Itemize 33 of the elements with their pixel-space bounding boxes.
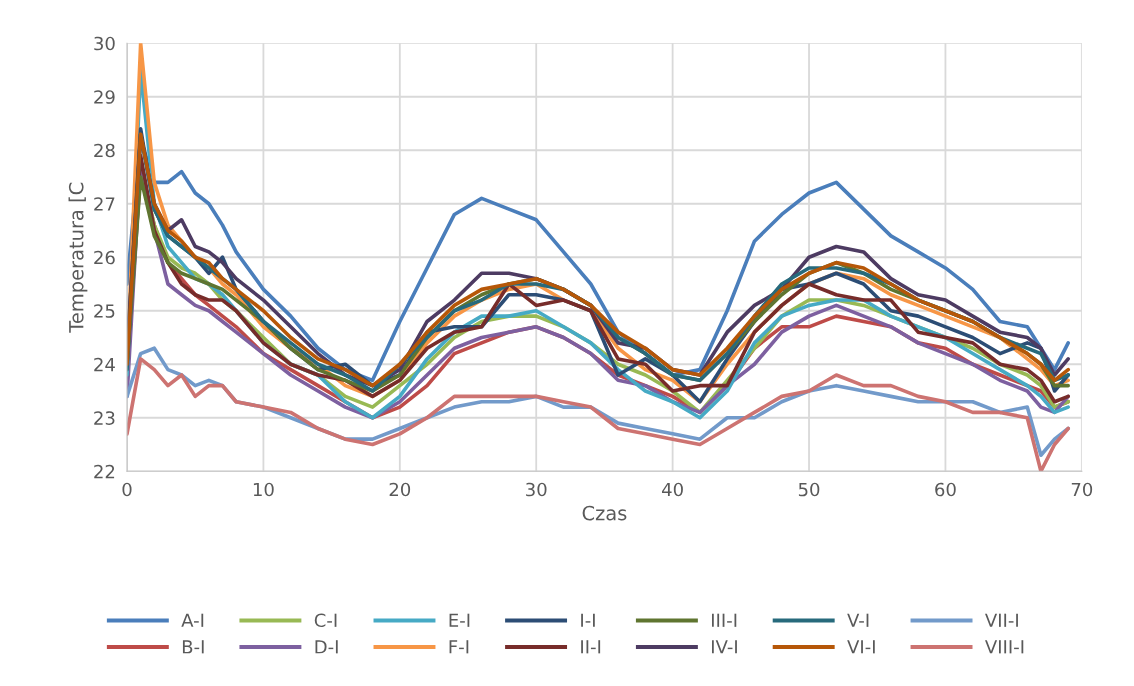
legend-label: VII-I <box>985 613 1018 627</box>
legend-label: IV-I <box>712 640 737 654</box>
x-axis-title: Czas <box>582 505 627 521</box>
x-tick-label: 40 <box>662 482 683 497</box>
y-tick-label: 23 <box>94 411 115 425</box>
y-tick-label: 29 <box>94 90 115 104</box>
legend-label: F-I <box>449 640 469 654</box>
y-tick-label: 25 <box>94 304 115 318</box>
legend-label: VI-I <box>847 640 875 654</box>
x-tick-label: 70 <box>1071 482 1093 497</box>
legend-label: III-I <box>712 613 737 627</box>
x-tick-label: 0 <box>122 482 132 497</box>
y-tick-label: 30 <box>94 36 115 51</box>
legend-label: VIII-I <box>985 640 1024 654</box>
legend-label: C-I <box>314 613 337 628</box>
x-tick-label: 60 <box>935 482 956 497</box>
y-tick-label: 24 <box>94 357 115 372</box>
legend-label: II-I <box>581 640 601 654</box>
y-tick-label: 26 <box>94 250 115 265</box>
x-tick-label: 20 <box>389 482 411 497</box>
x-tick-label: 10 <box>253 482 274 497</box>
legend-label: I-I <box>581 613 595 627</box>
y-tick-label: 27 <box>94 197 115 211</box>
legend-label: E-I <box>449 613 470 627</box>
y-tick-label: 28 <box>94 143 115 158</box>
legend-label: A-I <box>181 613 204 627</box>
legend-label: V-I <box>847 613 869 627</box>
x-tick-label: 30 <box>526 482 547 497</box>
legend-label: D-I <box>315 640 338 654</box>
y-axis-title: Temperatura [C <box>68 182 88 333</box>
legend-label: B-I <box>182 640 204 654</box>
x-tick-label: 50 <box>798 482 820 497</box>
y-tick-label: 22 <box>94 464 115 479</box>
